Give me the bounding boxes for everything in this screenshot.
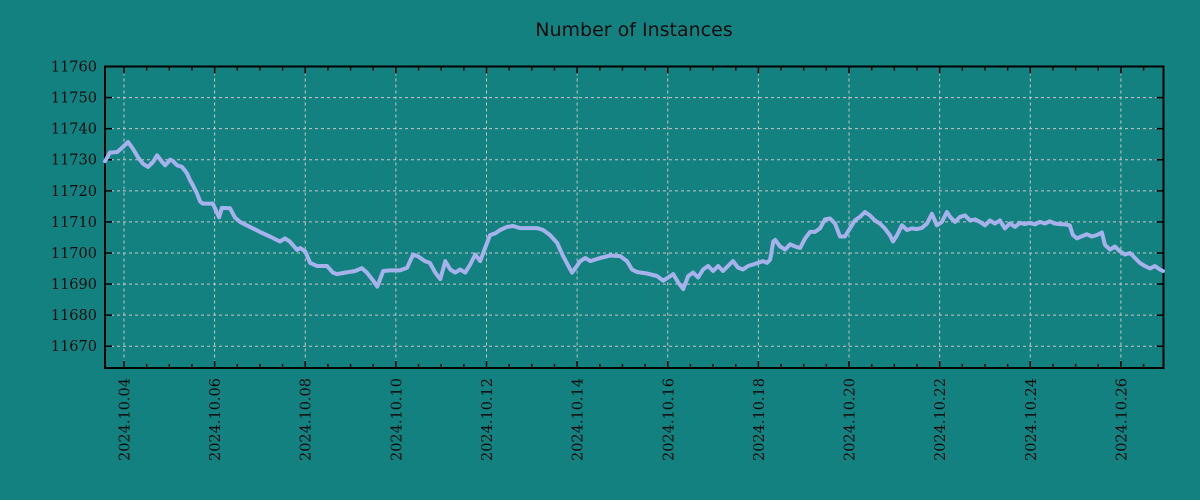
y-tick-label: 11670 [51,339,97,355]
x-tick-label: 2024.10.18 [752,378,768,461]
chart-title: Number of Instances [535,19,732,41]
y-axis-labels: 11670 11680 11690 11700 11710 11720 11730 11740… [51,60,97,356]
data-line-instances [103,140,1165,292]
x-tick-label: 2024.10.06 [208,378,224,461]
y-tick-label: 11680 [51,308,97,324]
y-tick-label: 11760 [51,60,97,76]
x-tick-label: 2024.10.16 [661,378,677,461]
x-tick-label: 2024.10.26 [1114,378,1130,461]
x-tick-label: 2024.10.12 [480,378,496,461]
y-tick-label: 11690 [51,277,97,293]
x-tick-label: 2024.10.10 [389,378,405,461]
x-tick-label: 2024.10.20 [843,378,859,461]
plot-frame [104,65,1165,369]
x-tick-label: 2024.10.04 [117,378,133,461]
x-tick-label: 2024.10.08 [299,378,315,461]
y-tick-label: 11750 [51,91,97,107]
x-tick-label: 2024.10.14 [571,378,587,461]
y-tick-label: 11710 [51,215,97,231]
x-tick-label: 2024.10.22 [933,378,949,461]
y-tick-label: 11700 [51,246,97,262]
gridlines [105,66,1164,368]
y-tick-label: 11740 [51,122,97,138]
y-tick-label: 11720 [51,184,97,200]
y-tick-label: 11730 [51,153,97,169]
x-axis-labels: 2024.10.04 2024.10.06 2024.10.08 2024.10.10… [117,378,1130,461]
x-tick-label: 2024.10.24 [1024,378,1040,461]
